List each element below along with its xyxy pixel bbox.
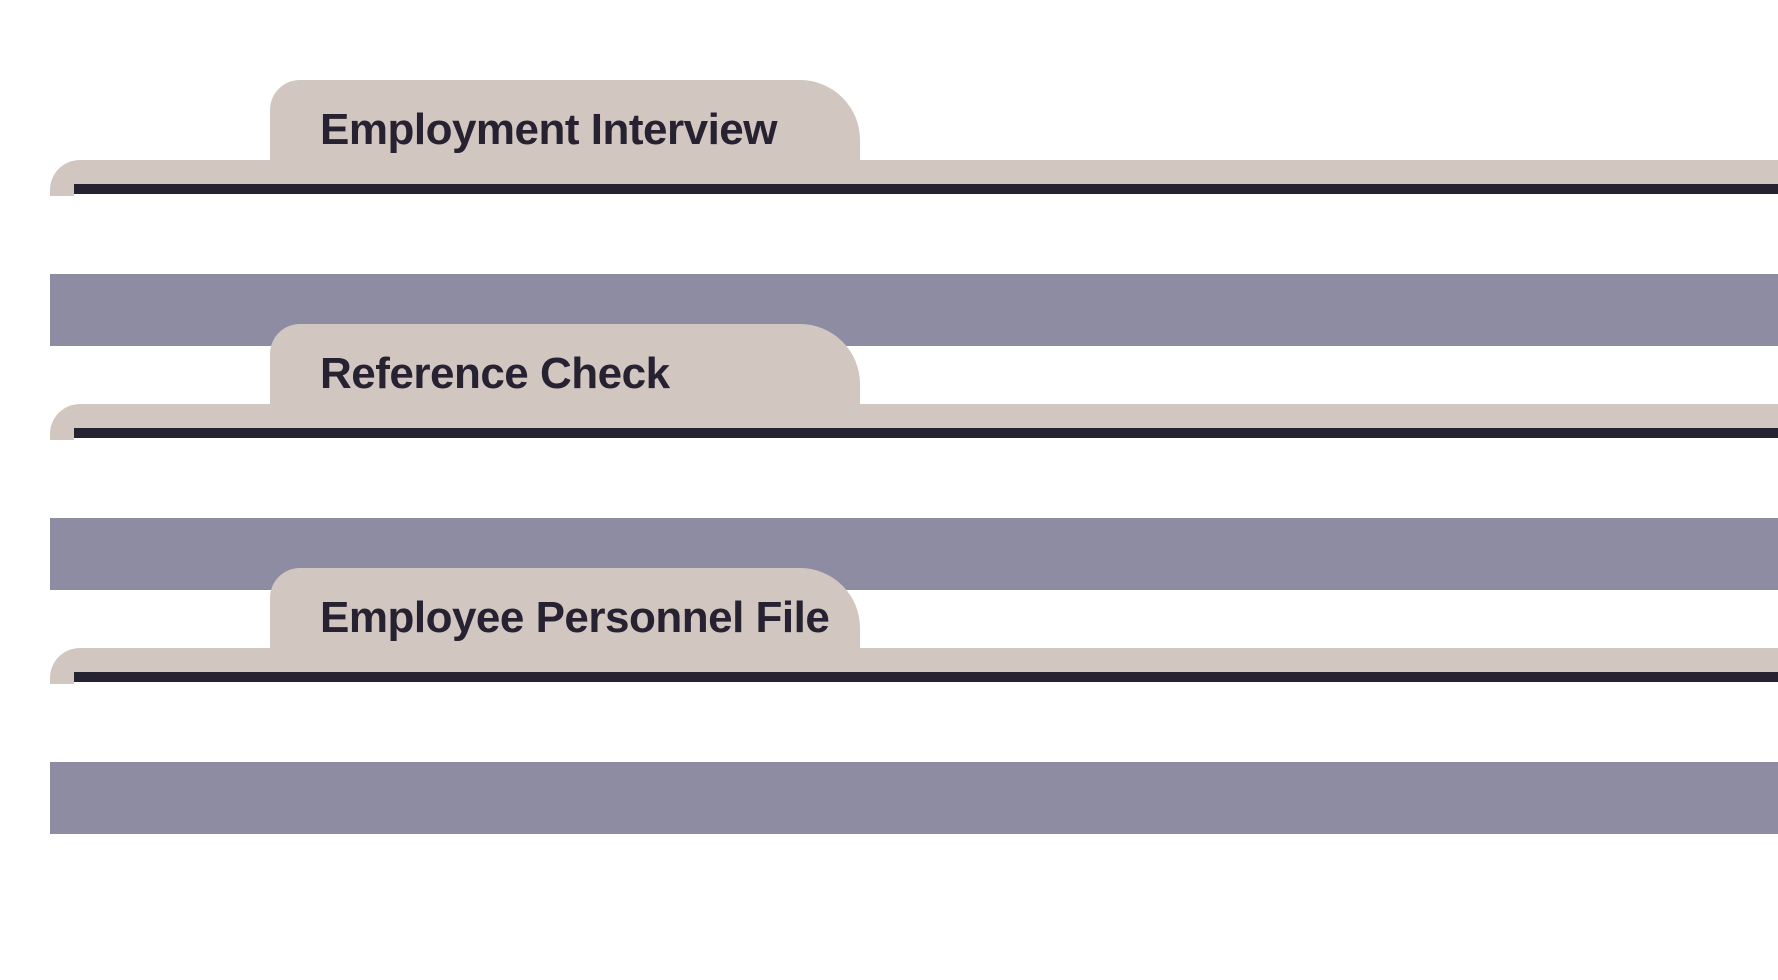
folder-tab-label: Reference Check: [320, 349, 670, 399]
folder-page: [74, 682, 1778, 762]
folder-stack-diagram: Employment Interview Reference Check Emp…: [50, 80, 1778, 980]
folder-tab-label: Employee Personnel File: [320, 593, 829, 643]
folder-rule: [74, 672, 1778, 682]
folder-page: [74, 438, 1778, 518]
slab-divider: [50, 762, 1778, 834]
folder-tab-label: Employment Interview: [320, 105, 777, 155]
folder-page: [74, 194, 1778, 274]
folder-rule: [74, 428, 1778, 438]
folder-rule: [74, 184, 1778, 194]
